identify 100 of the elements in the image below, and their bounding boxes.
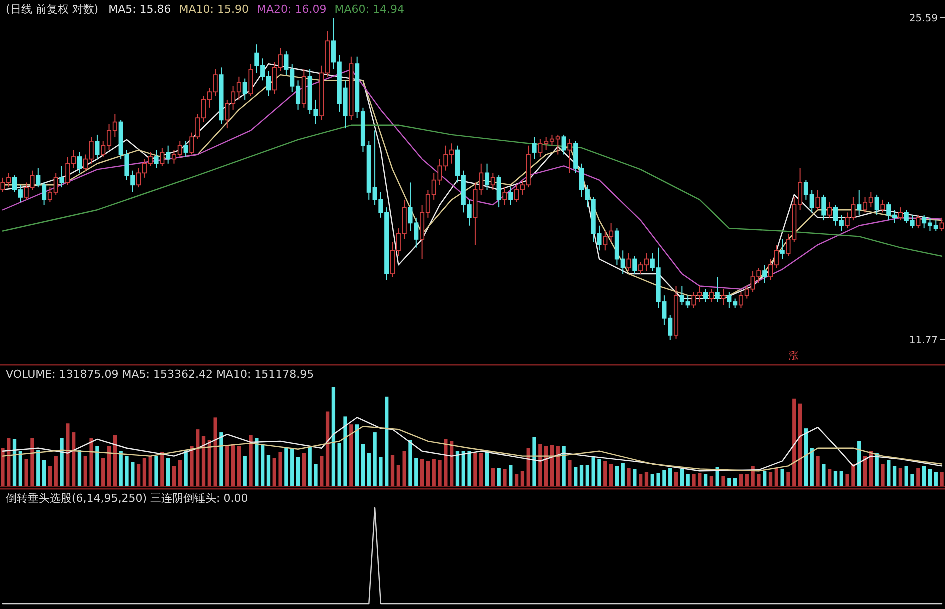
bar [491,468,495,486]
bar [361,444,366,486]
bar [480,453,484,486]
bar [72,432,76,486]
bar [674,472,678,486]
bar [160,452,164,486]
chart-title: 倒转垂头选股(6,14,95,250) 三连阴倒锤头: 0.00 [6,492,248,505]
bar [396,465,400,486]
bar [509,465,513,486]
bar [302,453,306,486]
bar [84,456,88,486]
bar [644,472,649,486]
bar [278,452,282,486]
bar [18,451,22,486]
bar [338,443,342,486]
bar [757,474,761,486]
bar [822,464,826,486]
bar [462,451,466,486]
bar [284,448,288,486]
bar [54,456,58,486]
bar [514,474,519,486]
bar [485,451,490,486]
bar [556,446,560,486]
bar [892,466,897,486]
line-series [2,124,943,257]
bar [751,466,755,486]
y-tick-label: 11.77 [909,336,938,346]
bar [208,440,212,486]
bar [503,469,507,486]
bar [172,466,176,486]
bar [881,464,885,486]
bar [704,474,708,486]
bar [178,460,182,486]
text: MA20: 16.09 [257,3,327,16]
bar [332,387,336,486]
bar [852,464,856,486]
bar [810,448,814,486]
bar [745,474,749,486]
bar [255,438,259,486]
bar [266,455,271,486]
candlestick [780,238,785,260]
bar [231,444,236,486]
bar [107,446,112,486]
bar [414,458,418,486]
bar [350,424,354,486]
bar [639,474,643,486]
bar [568,460,572,486]
bar [768,472,773,486]
bar [940,472,944,486]
bar [42,460,46,486]
bar [308,447,312,486]
bar [532,437,536,486]
bar [627,468,631,486]
bar [497,468,501,486]
bar [550,445,554,486]
bar [220,432,224,486]
bar [326,412,330,486]
bar [202,436,206,486]
text: MA60: 14.94 [334,3,404,16]
bar [858,441,862,486]
candlestick [532,136,537,160]
bar [580,465,584,486]
bar [922,466,926,486]
bar [408,440,412,486]
bar [586,465,590,486]
bar [373,432,377,486]
bar [456,451,460,486]
candlestick [502,187,508,206]
candlestick [219,67,224,125]
bar [214,418,218,486]
bar [184,450,188,486]
bar [592,457,596,486]
bar [722,476,726,486]
candlestick [95,134,100,160]
bar [692,474,696,486]
bar [113,436,117,486]
bar [7,438,11,486]
bar [804,428,808,486]
bar [136,464,141,486]
bar [60,438,64,486]
bar [734,478,738,486]
bar [154,456,158,486]
bar [728,478,732,486]
bar [633,469,637,486]
bar [243,456,247,486]
bar [538,444,542,486]
bar [444,439,448,486]
bar [102,458,106,486]
bar [798,404,802,486]
bar [432,459,436,486]
bar [792,398,796,486]
bar [272,458,276,486]
bar [402,451,406,486]
bar [237,446,242,486]
bar [520,471,525,486]
bar [119,451,123,486]
bar [320,456,324,486]
bar [774,468,778,486]
candlestick [940,217,944,232]
bar [780,469,784,486]
